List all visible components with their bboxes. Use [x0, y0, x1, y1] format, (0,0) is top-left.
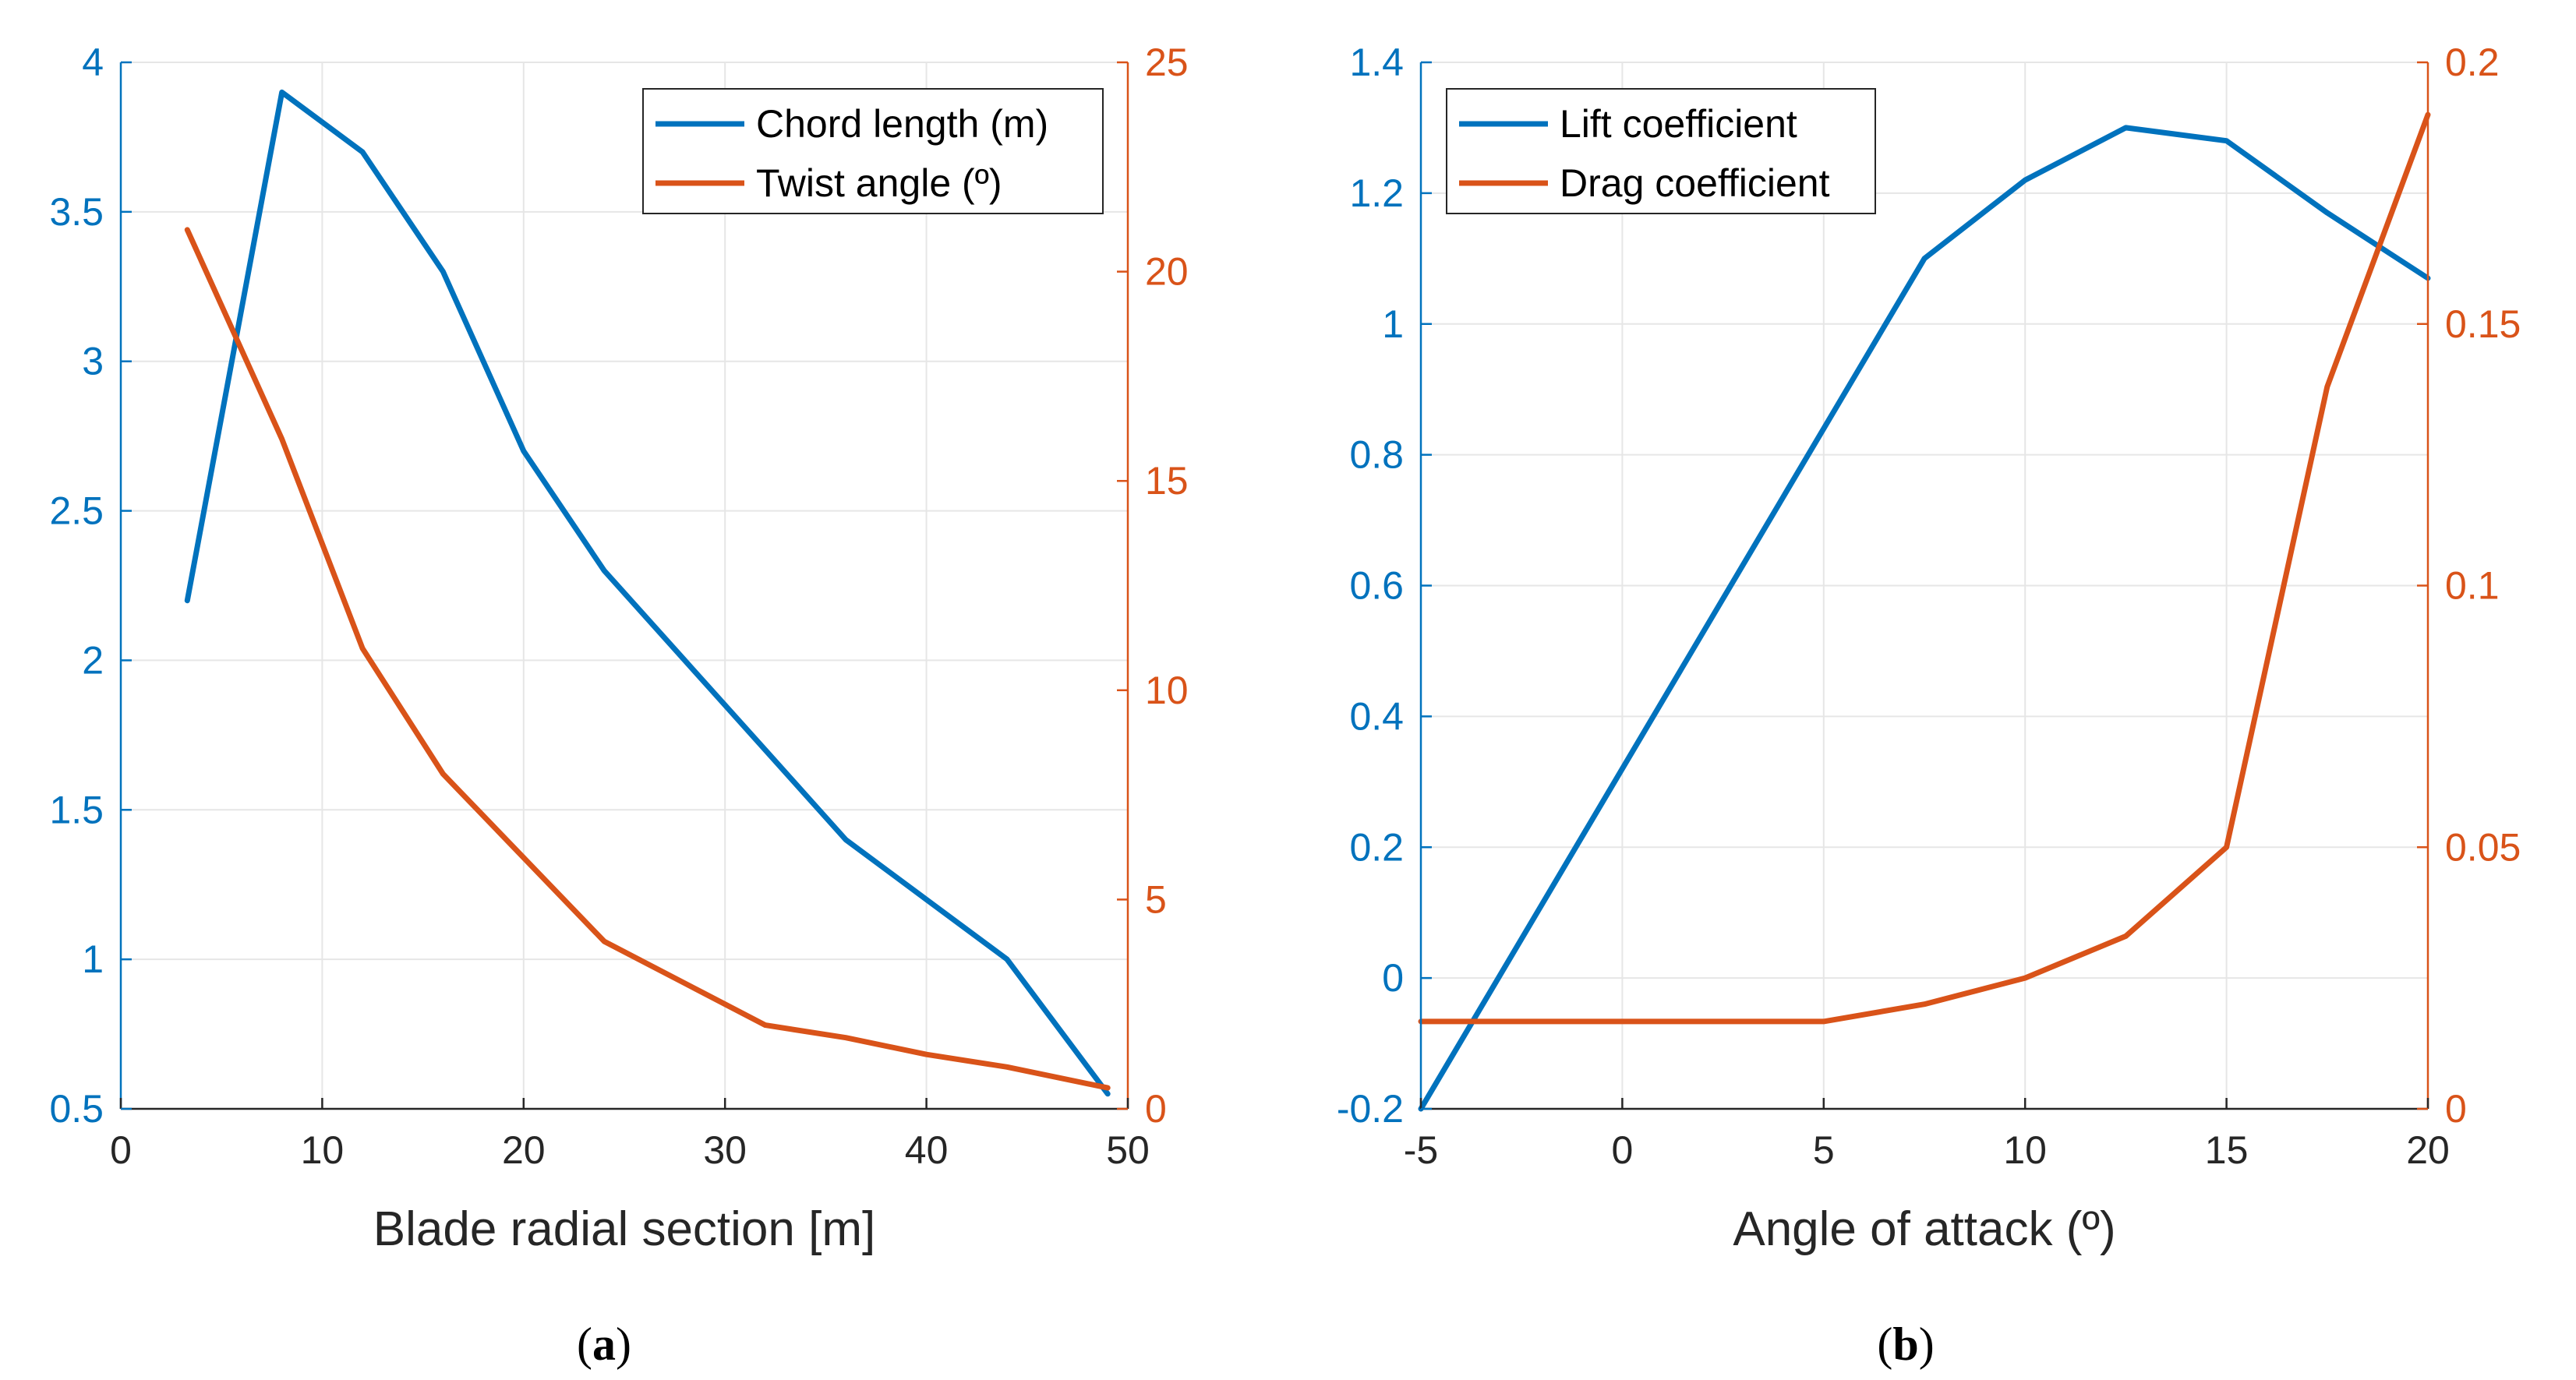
- y-right-tick-label: 0.2: [2445, 41, 2500, 84]
- y-left-tick-label: 2: [82, 638, 104, 682]
- y-right-tick-label: 10: [1145, 669, 1189, 712]
- caption-letter: b: [1892, 1318, 1918, 1370]
- y-left-tick-label: 0.5: [49, 1087, 104, 1131]
- x-tick-label: 10: [2003, 1128, 2047, 1172]
- x-axis-label: Angle of attack (º): [1733, 1202, 2115, 1256]
- x-tick-label: 0: [1611, 1128, 1633, 1172]
- legend-box: [1446, 88, 1876, 214]
- caption-letter: a: [592, 1318, 616, 1370]
- y-right-tick-label: 20: [1145, 250, 1189, 294]
- x-tick-label: 30: [703, 1128, 747, 1172]
- y-left-tick-label: -0.2: [1337, 1087, 1404, 1131]
- chart-b-aero-coefficients: -5 0 5 10 15 20 -0.2 0 0.2 0.4 0.6 0.8 1 1.2 1.4 0 0.05 0…: [1337, 41, 2521, 1370]
- y-left-tick-label: 2.5: [49, 489, 104, 533]
- caption-close-paren: ): [1919, 1318, 1935, 1370]
- y-right-tick-label: 15: [1145, 459, 1189, 503]
- subfigure-caption: (b): [1877, 1318, 1934, 1370]
- y-left-tick-label: 1: [1382, 302, 1404, 346]
- y-right-tick-label: 25: [1145, 41, 1189, 84]
- x-tick-label: 10: [301, 1128, 345, 1172]
- x-axis-label: Blade radial section [m]: [373, 1202, 875, 1256]
- y-left-tick-label: 3.5: [49, 190, 104, 234]
- y-right-tick-label: 0.05: [2445, 825, 2521, 869]
- legend-entry-label: Lift coefficient: [1560, 102, 1797, 146]
- legend-entry-label: Twist angle (º): [756, 161, 1002, 205]
- x-tick-label: 15: [2205, 1128, 2249, 1172]
- y-right-tick-label: 0.15: [2445, 302, 2521, 346]
- x-tick-label: 40: [905, 1128, 949, 1172]
- y-right-tick-label: 5: [1145, 877, 1167, 921]
- caption-close-paren: ): [616, 1318, 631, 1370]
- y-left-tick-label: 0: [1382, 956, 1404, 1000]
- caption-open-paren: (: [577, 1318, 592, 1370]
- series-line-drag-coefficient: [1418, 111, 2431, 1025]
- y-left-tick-label: 4: [82, 41, 104, 84]
- y-left-tick-label: 0.8: [1349, 433, 1404, 477]
- subfigure-caption: (a): [577, 1318, 631, 1370]
- chart-a-blade-geometry: 0 10 20 30 40 500.511.522.533.540510152025Bla…: [49, 41, 1188, 1370]
- series-line-twist-angle: [184, 227, 1111, 1091]
- y-left-tick-label: 3: [82, 340, 104, 383]
- y-left-tick-label: 1.5: [49, 788, 104, 831]
- y-left-tick-label: 0.2: [1349, 825, 1404, 869]
- y-left-tick-label: 0.4: [1349, 694, 1404, 738]
- x-tick-label: 20: [502, 1128, 546, 1172]
- legend-entry-label: Drag coefficient: [1560, 161, 1830, 205]
- plot-area: [121, 62, 1128, 1109]
- y-right-tick-label: 0: [2445, 1087, 2467, 1131]
- x-tick-label: -5: [1404, 1128, 1438, 1172]
- legend-box: [642, 88, 1104, 214]
- y-right-tick-label: 0.1: [2445, 564, 2500, 608]
- x-tick-label: 20: [2406, 1128, 2450, 1172]
- x-tick-label: 0: [110, 1128, 132, 1172]
- series-line-lift-coefficient: [1418, 125, 2431, 1112]
- x-tick-label: 5: [1813, 1128, 1835, 1172]
- y-left-tick-label: 0.6: [1349, 564, 1404, 608]
- legend-entry-label: Chord length (m): [756, 102, 1048, 146]
- y-left-tick-label: 1.4: [1349, 41, 1404, 84]
- y-left-tick-label: 1.2: [1349, 171, 1404, 215]
- y-left-tick-label: 1: [82, 937, 104, 981]
- series-line-chord-length-m: [184, 89, 1111, 1097]
- caption-open-paren: (: [1877, 1318, 1892, 1370]
- y-right-tick-label: 0: [1145, 1087, 1167, 1131]
- x-tick-label: 50: [1106, 1128, 1150, 1172]
